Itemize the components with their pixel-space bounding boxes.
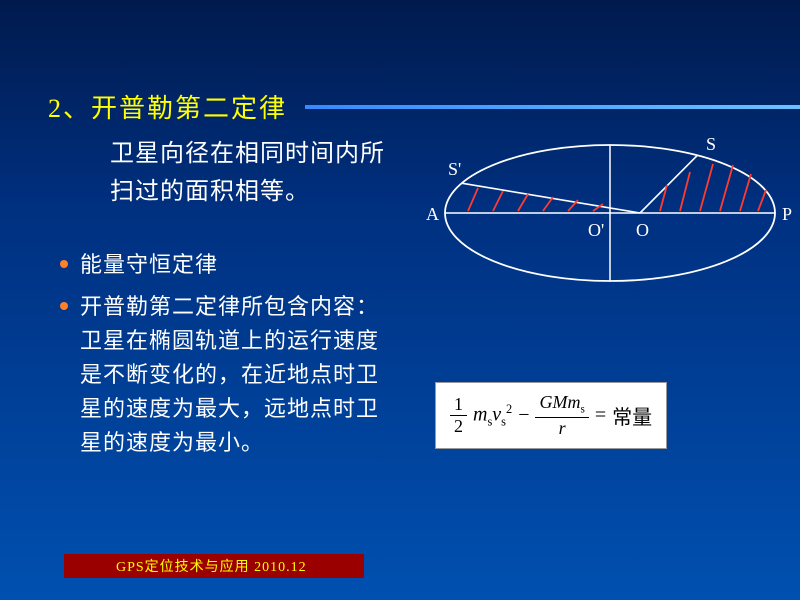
label-A: A xyxy=(426,204,439,224)
bullet-text: 能量守恒定律 xyxy=(80,248,218,282)
footer-text: GPS定位技术与应用 2010.12 xyxy=(116,556,307,576)
list-item: 开普勒第二定律所包含内容：卫星在椭圆轨道上的运行速度是不断变化的，在近地点时卫星… xyxy=(60,290,380,460)
bullet-text: 开普勒第二定律所包含内容：卫星在椭圆轨道上的运行速度是不断变化的，在近地点时卫星… xyxy=(80,290,380,460)
radius-vector xyxy=(462,183,640,213)
label-S: S xyxy=(706,134,716,154)
constant-label: 常量 xyxy=(612,401,652,430)
potential-term: GMms r xyxy=(535,393,588,438)
label-O: O xyxy=(636,220,649,240)
label-Oprime: O' xyxy=(588,220,604,240)
hatch-right xyxy=(660,164,766,211)
label-P: P xyxy=(782,204,792,224)
mass-sat: msvs2 xyxy=(473,402,512,430)
title-row: 2、开普勒第二定律 xyxy=(0,88,800,125)
list-item: 能量守恒定律 xyxy=(60,248,380,282)
equals-sign: = xyxy=(595,404,606,427)
bullet-dot-icon xyxy=(60,302,68,310)
hatch-left xyxy=(468,188,603,211)
intro-paragraph: 卫星向径在相同时间内所扫过的面积相等。 xyxy=(110,135,390,212)
kepler-diagram: S' S A P O' O xyxy=(420,128,800,308)
minus-sign: − xyxy=(518,404,529,427)
one-half: 1 2 xyxy=(450,395,467,436)
footer: GPS定位技术与应用 2010.12 xyxy=(64,554,364,578)
label-Sprime: S' xyxy=(448,159,461,179)
bullet-dot-icon xyxy=(60,260,68,268)
title-divider xyxy=(305,105,800,109)
radius-vector xyxy=(640,155,697,213)
slide-title: 2、开普勒第二定律 xyxy=(0,88,287,125)
bullet-list: 能量守恒定律 开普勒第二定律所包含内容：卫星在椭圆轨道上的运行速度是不断变化的，… xyxy=(60,248,380,469)
energy-formula: 1 2 msvs2 − GMms r = 常量 xyxy=(435,382,667,449)
